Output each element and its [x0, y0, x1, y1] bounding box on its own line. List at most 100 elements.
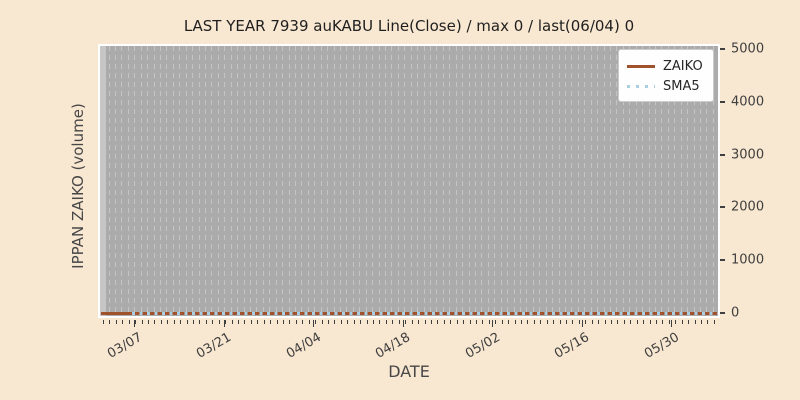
x-minor-tick [668, 320, 670, 324]
plot-area [100, 46, 718, 316]
x-minor-tick [636, 320, 638, 324]
x-minor-tick [115, 320, 117, 324]
gridline [655, 46, 657, 316]
x-tick-label: 03/07 [104, 330, 145, 362]
gridline [449, 46, 451, 316]
y-tick [720, 48, 725, 51]
gridline [475, 46, 476, 316]
y-tick [720, 258, 725, 261]
x-minor-tick [160, 320, 162, 324]
x-minor-tick [450, 320, 452, 324]
x-minor-tick [289, 320, 291, 324]
x-minor-tick [148, 320, 149, 324]
x-minor-tick [430, 320, 432, 324]
plot-left-margin [100, 46, 106, 316]
y-tick-label: 1000 [731, 252, 765, 268]
x-minor-tick [623, 320, 625, 324]
gridline [629, 46, 631, 316]
gridline [481, 46, 483, 316]
gridline [320, 46, 322, 316]
x-minor-tick [340, 320, 342, 324]
x-minor-tick [700, 320, 702, 324]
x-minor-tick [283, 320, 285, 324]
gridline [391, 46, 393, 316]
x-minor-tick [270, 320, 272, 324]
x-major-tick [671, 320, 672, 327]
x-minor-tick [231, 320, 233, 324]
y-tick-label: 0 [731, 305, 740, 320]
gridline [301, 46, 303, 316]
x-minor-tick [238, 320, 240, 324]
zaiko-legend-swatch [627, 64, 655, 68]
gridline [532, 46, 534, 316]
sma5-line-series [132, 312, 717, 315]
gridline [147, 46, 149, 316]
x-minor-tick [405, 320, 407, 324]
gridline [249, 46, 251, 316]
gridline [571, 46, 573, 316]
gridline [339, 46, 341, 316]
x-minor-tick [501, 320, 503, 324]
x-minor-tick [520, 320, 522, 324]
x-minor-tick [578, 320, 580, 324]
x-minor-tick [559, 320, 561, 324]
x-tick-label: 03/21 [194, 330, 234, 362]
gridline [410, 46, 412, 316]
x-minor-tick [186, 320, 188, 324]
gridline [288, 46, 290, 316]
x-major-tick [223, 320, 225, 327]
x-tick-label: 04/18 [373, 330, 413, 362]
x-tick-label: 05/02 [462, 330, 503, 362]
x-axis-label: DATE [388, 362, 430, 381]
y-tick [720, 311, 725, 314]
x-minor-tick [347, 320, 349, 324]
gridline [198, 46, 200, 316]
x-minor-tick [591, 320, 593, 324]
x-minor-tick [141, 320, 143, 324]
x-minor-tick [263, 320, 265, 324]
chart-title: LAST YEAR 7939 auKABU Line(Close) / max … [183, 17, 635, 35]
x-minor-tick [218, 320, 220, 324]
x-minor-tick [572, 320, 574, 324]
x-minor-tick [655, 320, 657, 324]
x-major-tick [492, 320, 493, 327]
gridline [159, 46, 161, 316]
gridline [635, 46, 637, 316]
x-minor-tick [488, 320, 490, 324]
gridline [487, 46, 489, 316]
x-minor-tick [135, 320, 137, 324]
gridline [114, 46, 116, 316]
gridline [378, 46, 380, 316]
x-minor-tick [302, 320, 304, 324]
x-minor-tick [675, 320, 677, 324]
gridline [430, 46, 431, 316]
gridline [526, 46, 528, 316]
gridline [294, 46, 296, 316]
x-minor-tick [585, 320, 587, 324]
x-minor-tick [527, 320, 529, 324]
gridline [153, 46, 155, 316]
gridline [179, 46, 181, 316]
x-minor-tick [276, 320, 278, 324]
x-minor-tick [707, 320, 709, 324]
gridline [667, 46, 669, 316]
gridline [372, 46, 374, 316]
gridline [192, 46, 194, 316]
gridline [314, 46, 316, 316]
legend-row: ZAIKO [627, 56, 705, 76]
x-minor-tick [508, 320, 510, 324]
x-tick-label: 04/04 [283, 330, 324, 362]
x-minor-tick [617, 320, 619, 324]
x-minor-tick [193, 320, 195, 324]
gridline [237, 46, 239, 316]
x-minor-tick [681, 320, 683, 324]
x-minor-tick [540, 320, 542, 324]
gridline [674, 46, 676, 316]
x-minor-tick [514, 320, 516, 324]
x-minor-tick [315, 320, 317, 324]
gridline [185, 46, 187, 316]
gridline [513, 46, 515, 316]
gridline [706, 46, 708, 316]
gridline [307, 46, 309, 316]
